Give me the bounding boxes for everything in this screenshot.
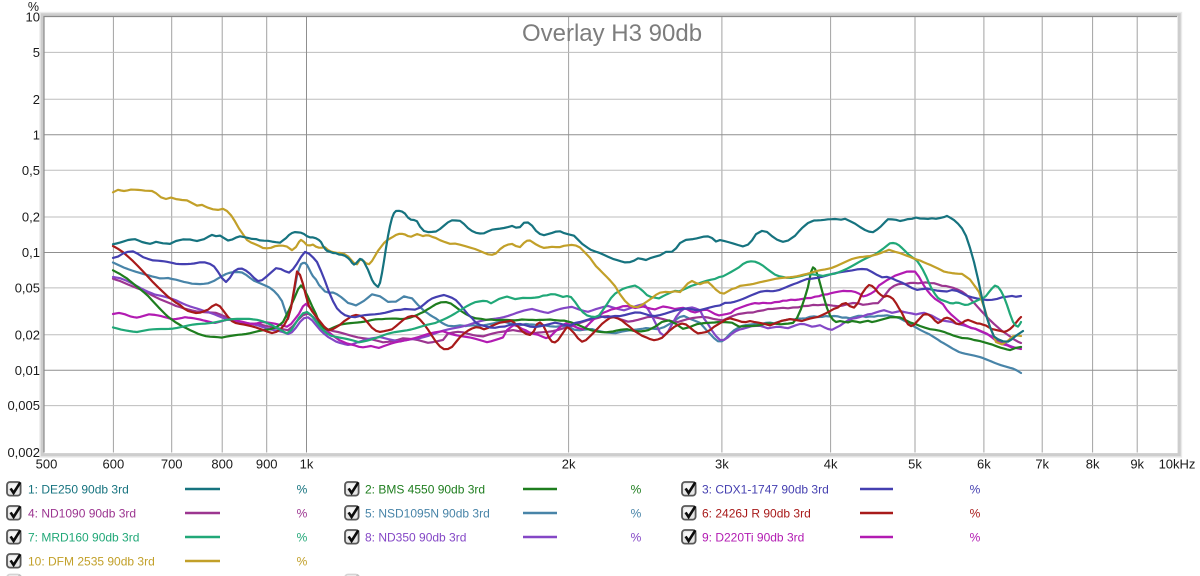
svg-text:7: MRD160 90db 3rd: 7: MRD160 90db 3rd <box>28 531 139 545</box>
svg-text:1: DE250 90db 3rd: 1: DE250 90db 3rd <box>28 483 129 497</box>
svg-text:800: 800 <box>211 457 233 472</box>
svg-text:10: DFM 2535 90db 3rd: 10: DFM 2535 90db 3rd <box>28 555 155 569</box>
svg-text:0,02: 0,02 <box>15 327 40 342</box>
svg-text:0,1: 0,1 <box>22 245 40 260</box>
svg-text:0,5: 0,5 <box>22 163 40 178</box>
svg-text:%: % <box>970 483 981 497</box>
svg-text:0,01: 0,01 <box>15 363 40 378</box>
svg-text:%: % <box>631 531 642 545</box>
svg-text:%: % <box>297 555 308 569</box>
svg-text:0,2: 0,2 <box>22 210 40 225</box>
svg-text:%: % <box>631 507 642 521</box>
svg-text:8k: 8k <box>1086 457 1100 472</box>
svg-text:0,05: 0,05 <box>15 281 40 296</box>
svg-text:8: ND350 90db 3rd: 8: ND350 90db 3rd <box>365 531 466 545</box>
svg-text:2k: 2k <box>562 457 576 472</box>
svg-text:6: 2426J R 90db 3rd: 6: 2426J R 90db 3rd <box>702 507 811 521</box>
svg-text:2: 2 <box>33 92 40 107</box>
svg-text:9: D220Ti 90db 3rd: 9: D220Ti 90db 3rd <box>702 531 804 545</box>
svg-text:%: % <box>970 531 981 545</box>
svg-text:%: % <box>631 483 642 497</box>
svg-text:%: % <box>297 507 308 521</box>
svg-text:6k: 6k <box>977 457 991 472</box>
svg-text:3k: 3k <box>715 457 729 472</box>
svg-text:0,002: 0,002 <box>7 445 40 460</box>
svg-text:7k: 7k <box>1035 457 1049 472</box>
svg-text:5: 5 <box>33 45 40 60</box>
svg-text:500: 500 <box>36 457 58 472</box>
svg-text:%: % <box>970 507 981 521</box>
svg-text:10kHz: 10kHz <box>1159 457 1196 472</box>
svg-text:4: ND1090 90db 3rd: 4: ND1090 90db 3rd <box>28 507 136 521</box>
svg-text:0,005: 0,005 <box>7 398 40 413</box>
svg-text:900: 900 <box>256 457 278 472</box>
svg-text:Overlay H3 90db: Overlay H3 90db <box>522 20 702 47</box>
svg-text:1k: 1k <box>300 457 314 472</box>
svg-text:700: 700 <box>161 457 183 472</box>
svg-text:5: NSD1095N 90db 3rd: 5: NSD1095N 90db 3rd <box>365 507 490 521</box>
svg-text:2: BMS 4550 90db 3rd: 2: BMS 4550 90db 3rd <box>365 483 485 497</box>
svg-text:%: % <box>297 531 308 545</box>
svg-text:%: % <box>28 0 39 14</box>
svg-text:5k: 5k <box>908 457 922 472</box>
svg-text:10: 10 <box>26 10 40 25</box>
svg-text:600: 600 <box>103 457 125 472</box>
svg-text:3: CDX1-1747 90db 3rd: 3: CDX1-1747 90db 3rd <box>702 483 829 497</box>
svg-text:1: 1 <box>33 127 40 142</box>
svg-text:9k: 9k <box>1130 457 1144 472</box>
svg-text:%: % <box>297 483 308 497</box>
svg-text:4k: 4k <box>824 457 838 472</box>
